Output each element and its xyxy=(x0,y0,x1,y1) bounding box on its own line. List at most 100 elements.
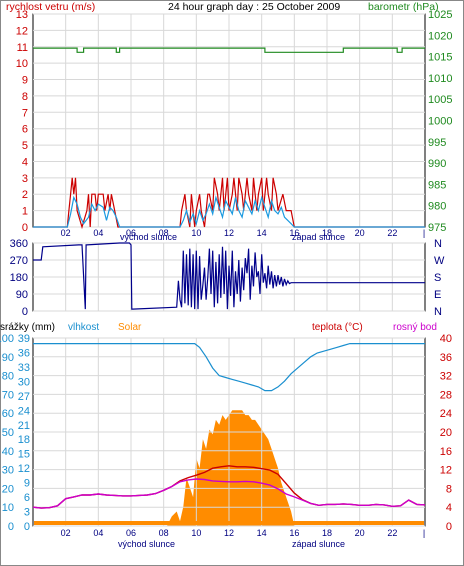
pressure-tick-label: 990 xyxy=(428,158,446,170)
sunset-label-1: západ slunce xyxy=(292,232,345,242)
compass-tick-label: W xyxy=(434,255,445,267)
hour-tick-label: 14 xyxy=(257,228,267,238)
graph-title: 24 hour graph day : 25 October 2009 xyxy=(168,1,340,13)
rain-axis-label: srážky (mm) xyxy=(0,322,55,333)
humidity-tick-label: 90 xyxy=(2,352,14,364)
wind-tick-label: 0 xyxy=(22,222,28,234)
humidity-axis-label: vlhkost xyxy=(68,322,99,333)
wind-tick-label: 1 xyxy=(22,206,28,218)
temperature-tick-label: 24 xyxy=(440,408,452,420)
hour-tick-end: | xyxy=(423,528,425,538)
direction-line xyxy=(33,242,425,310)
pressure-tick-label: 1005 xyxy=(428,94,452,106)
hour-tick-label: 02 xyxy=(61,528,71,538)
pressure-tick-label: 1025 xyxy=(428,9,452,21)
hour-tick-label: 08 xyxy=(159,528,169,538)
direction-tick-label: 90 xyxy=(16,289,28,301)
direction-tick-label: 270 xyxy=(10,255,28,267)
solar-tick-label: 24 xyxy=(18,405,30,417)
dewpoint-line xyxy=(32,478,426,509)
hour-tick-label: 16 xyxy=(289,528,299,538)
solar-tick-label: 0 xyxy=(24,521,30,533)
hour-tick-label: 06 xyxy=(126,228,136,238)
solar-tick-label: 18 xyxy=(18,434,30,446)
dewpoint-axis-label: rosný bod xyxy=(393,322,437,333)
pressure-line xyxy=(33,47,425,53)
humidity-tick-label: 100 xyxy=(0,333,14,345)
solar-tick-label: 21 xyxy=(18,420,30,432)
pressure-tick-label: 980 xyxy=(428,201,446,213)
temperature-panel: 0102030405060708090100036912151821242730… xyxy=(0,333,452,549)
temperature-tick-label: 8 xyxy=(446,483,452,495)
temperature-tick-label: 40 xyxy=(440,333,452,345)
hour-tick-label: 18 xyxy=(322,528,332,538)
hour-tick-label: 18 xyxy=(322,228,332,238)
temperature-tick-label: 16 xyxy=(440,446,452,458)
hour-tick-label: 14 xyxy=(257,528,267,538)
pressure-tick-label: 975 xyxy=(428,222,446,234)
pressure-tick-label: 1020 xyxy=(428,30,452,42)
compass-tick-label: N xyxy=(434,238,442,250)
solar-tick-label: 30 xyxy=(18,376,30,388)
sunrise-label-1: východ slunce xyxy=(120,232,177,242)
hour-tick-label: 22 xyxy=(387,528,397,538)
pressure-axis-label: barometr (hPa) xyxy=(368,1,439,13)
temperature-axis-label: teplota (°C) xyxy=(312,322,363,333)
solar-tick-label: 12 xyxy=(18,463,30,475)
hour-tick-label: 20 xyxy=(355,528,365,538)
hour-tick-label: 08 xyxy=(159,228,169,238)
wind-tick-label: 11 xyxy=(17,42,28,54)
temperature-tick-label: 28 xyxy=(440,389,452,401)
solar-tick-label: 9 xyxy=(24,478,30,490)
solar-tick-label: 3 xyxy=(24,507,30,519)
hour-tick-label: 10 xyxy=(191,528,201,538)
temperature-tick-label: 32 xyxy=(440,371,452,383)
humidity-tick-label: 10 xyxy=(2,502,14,514)
temperature-tick-label: 12 xyxy=(440,465,452,477)
wind-average-line xyxy=(33,195,425,228)
hour-tick-label: 06 xyxy=(126,528,136,538)
humidity-tick-label: 70 xyxy=(2,389,14,401)
wind-axis-label: rychlost vetru (m/s) xyxy=(6,1,95,13)
compass-tick-label: E xyxy=(434,289,441,301)
hour-tick-label: 04 xyxy=(93,228,103,238)
direction-tick-label: 360 xyxy=(10,238,28,250)
humidity-tick-label: 30 xyxy=(2,465,14,477)
sunset-label-3: západ slunce xyxy=(292,539,345,549)
humidity-tick-label: 50 xyxy=(2,427,14,439)
hour-tick-label: 10 xyxy=(191,228,201,238)
hour-tick-label: 12 xyxy=(224,528,234,538)
humidity-tick-label: 60 xyxy=(2,408,14,420)
hour-tick-label: 20 xyxy=(355,228,365,238)
wind-tick-label: 12 xyxy=(16,25,28,37)
temperature-tick-label: 0 xyxy=(446,521,452,533)
wind-tick-label: 8 xyxy=(22,91,28,103)
pressure-tick-label: 1015 xyxy=(428,52,452,64)
humidity-tick-label: 20 xyxy=(2,483,14,495)
humidity-tick-label: 80 xyxy=(2,371,14,383)
pressure-tick-label: 1010 xyxy=(428,73,452,85)
humidity-line xyxy=(33,343,425,392)
wind-tick-label: 13 xyxy=(16,9,28,21)
wind-tick-label: 9 xyxy=(22,75,28,87)
direction-tick-label: 0 xyxy=(22,306,28,318)
wind-tick-label: 7 xyxy=(22,107,28,119)
compass-tick-label: N xyxy=(434,306,442,318)
pressure-tick-label: 995 xyxy=(428,137,446,149)
humidity-tick-label: 40 xyxy=(2,446,14,458)
temperature-tick-label: 4 xyxy=(446,502,452,514)
solar-tick-label: 27 xyxy=(18,391,30,403)
wind-tick-label: 3 xyxy=(22,173,28,185)
solar-axis-label: Solar xyxy=(118,322,142,333)
solar-tick-label: 36 xyxy=(18,347,30,359)
hour-tick-label: 02 xyxy=(61,228,71,238)
hour-tick-label: 12 xyxy=(224,228,234,238)
solar-baseline-strip xyxy=(34,521,424,525)
humidity-tick-label: 0 xyxy=(8,521,14,533)
solar-tick-label: 33 xyxy=(18,362,30,374)
pressure-tick-label: 985 xyxy=(428,179,446,191)
solar-tick-label: 15 xyxy=(18,449,30,461)
hour-tick-end: | xyxy=(423,228,425,238)
sunrise-label-3: východ slunce xyxy=(118,539,175,549)
